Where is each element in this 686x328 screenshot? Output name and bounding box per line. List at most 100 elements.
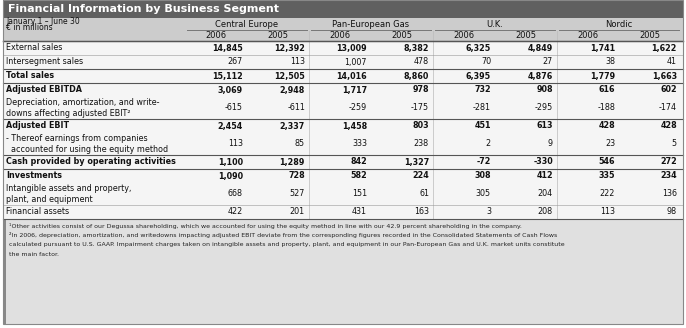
Text: 27: 27 [543,57,553,67]
Bar [3,18,683,31]
Text: 234: 234 [661,172,677,180]
Text: -615: -615 [225,104,243,113]
Text: 582: 582 [351,172,367,180]
Text: 478: 478 [414,57,429,67]
Text: 14,845: 14,845 [212,44,243,52]
Bar [3,155,683,169]
Text: 1,663: 1,663 [652,72,677,80]
Text: 2005: 2005 [639,31,661,40]
Text: Cash provided by operating activities: Cash provided by operating activities [6,157,176,167]
Text: 41: 41 [667,57,677,67]
Bar [3,133,683,155]
Text: -281: -281 [473,104,491,113]
Text: 728: 728 [288,172,305,180]
Text: 113: 113 [600,208,615,216]
Bar [3,55,683,69]
Text: Financial assets: Financial assets [6,208,69,216]
Text: 113: 113 [290,57,305,67]
Text: 1,779: 1,779 [590,72,615,80]
Bar [3,0,683,18]
Text: 732: 732 [475,86,491,94]
Text: Financial Information by Business Segment: Financial Information by Business Segmen… [8,4,279,14]
Text: Intersegment sales: Intersegment sales [6,57,83,67]
Text: 2: 2 [486,139,491,149]
Text: 668: 668 [228,190,243,198]
Text: 422: 422 [228,208,243,216]
Text: 61: 61 [419,190,429,198]
Text: -72: -72 [477,157,491,167]
Text: 546: 546 [598,157,615,167]
Text: 204: 204 [538,190,553,198]
Text: the main factor.: the main factor. [9,252,59,256]
Text: 267: 267 [228,57,243,67]
Text: 2006: 2006 [453,31,475,40]
Bar [3,97,683,119]
Bar [3,219,683,324]
Text: ¹Other activities consist of our Degussa shareholding, which we accounted for us: ¹Other activities consist of our Degussa… [9,223,522,229]
Text: -174: -174 [659,104,677,113]
Text: 2005: 2005 [268,31,289,40]
Text: Total sales: Total sales [6,72,54,80]
Text: Central Europe: Central Europe [215,20,279,29]
Text: 9: 9 [548,139,553,149]
Text: 201: 201 [290,208,305,216]
Text: accounted for using the equity method: accounted for using the equity method [6,145,168,154]
Text: Intangible assets and property,: Intangible assets and property, [6,184,132,194]
Text: calculated pursuant to U.S. GAAP. Impairment charges taken on intangible assets : calculated pursuant to U.S. GAAP. Impair… [9,242,565,247]
Text: 2,948: 2,948 [280,86,305,94]
Text: 70: 70 [481,57,491,67]
Text: - Thereof earnings from companies: - Thereof earnings from companies [6,134,147,143]
Text: 15,112: 15,112 [212,72,243,80]
Text: 23: 23 [605,139,615,149]
Text: 978: 978 [412,86,429,94]
Text: 2006: 2006 [329,31,351,40]
Text: 1,327: 1,327 [404,157,429,167]
Text: 428: 428 [598,121,615,131]
Text: Investments: Investments [6,172,62,180]
Text: 272: 272 [660,157,677,167]
Text: 12,392: 12,392 [274,44,305,52]
Text: 527: 527 [289,190,305,198]
Text: 136: 136 [662,190,677,198]
Text: plant, and equipment: plant, and equipment [6,195,93,204]
Text: 2006: 2006 [578,31,599,40]
Bar [3,205,683,219]
Text: 333: 333 [352,139,367,149]
Text: U.K.: U.K. [486,20,504,29]
Text: 308: 308 [475,172,491,180]
Text: January 1 – June 30: January 1 – June 30 [6,17,80,26]
Text: 1,100: 1,100 [218,157,243,167]
Text: 2006: 2006 [205,31,226,40]
Bar [3,169,683,183]
Text: 908: 908 [536,86,553,94]
Text: 2,454: 2,454 [217,121,243,131]
Text: € in millions: € in millions [6,23,53,32]
Text: 6,325: 6,325 [466,44,491,52]
Text: 163: 163 [414,208,429,216]
Text: -259: -259 [348,104,367,113]
Text: 412: 412 [536,172,553,180]
Text: 224: 224 [412,172,429,180]
Text: 8,382: 8,382 [403,44,429,52]
Text: 2,337: 2,337 [280,121,305,131]
Text: 451: 451 [475,121,491,131]
Text: 12,505: 12,505 [274,72,305,80]
Text: downs affecting adjusted EBIT²: downs affecting adjusted EBIT² [6,109,130,117]
Text: 616: 616 [598,86,615,94]
Text: 8,860: 8,860 [403,72,429,80]
Text: 13,009: 13,009 [336,44,367,52]
Text: -330: -330 [533,157,553,167]
Text: Pan-European Gas: Pan-European Gas [333,20,410,29]
Text: 3: 3 [486,208,491,216]
Text: 1,717: 1,717 [342,86,367,94]
Text: Adjusted EBITDA: Adjusted EBITDA [6,86,82,94]
Text: 222: 222 [600,190,615,198]
Text: 2005: 2005 [515,31,536,40]
Text: Adjusted EBIT: Adjusted EBIT [6,121,69,131]
Text: 305: 305 [476,190,491,198]
Bar [3,31,683,41]
Text: 1,458: 1,458 [342,121,367,131]
Text: ²In 2006, depreciation, amortization, and writedowns impacting adjusted EBIT dev: ²In 2006, depreciation, amortization, an… [9,233,557,238]
Text: 602: 602 [661,86,677,94]
Text: 1,007: 1,007 [344,57,367,67]
